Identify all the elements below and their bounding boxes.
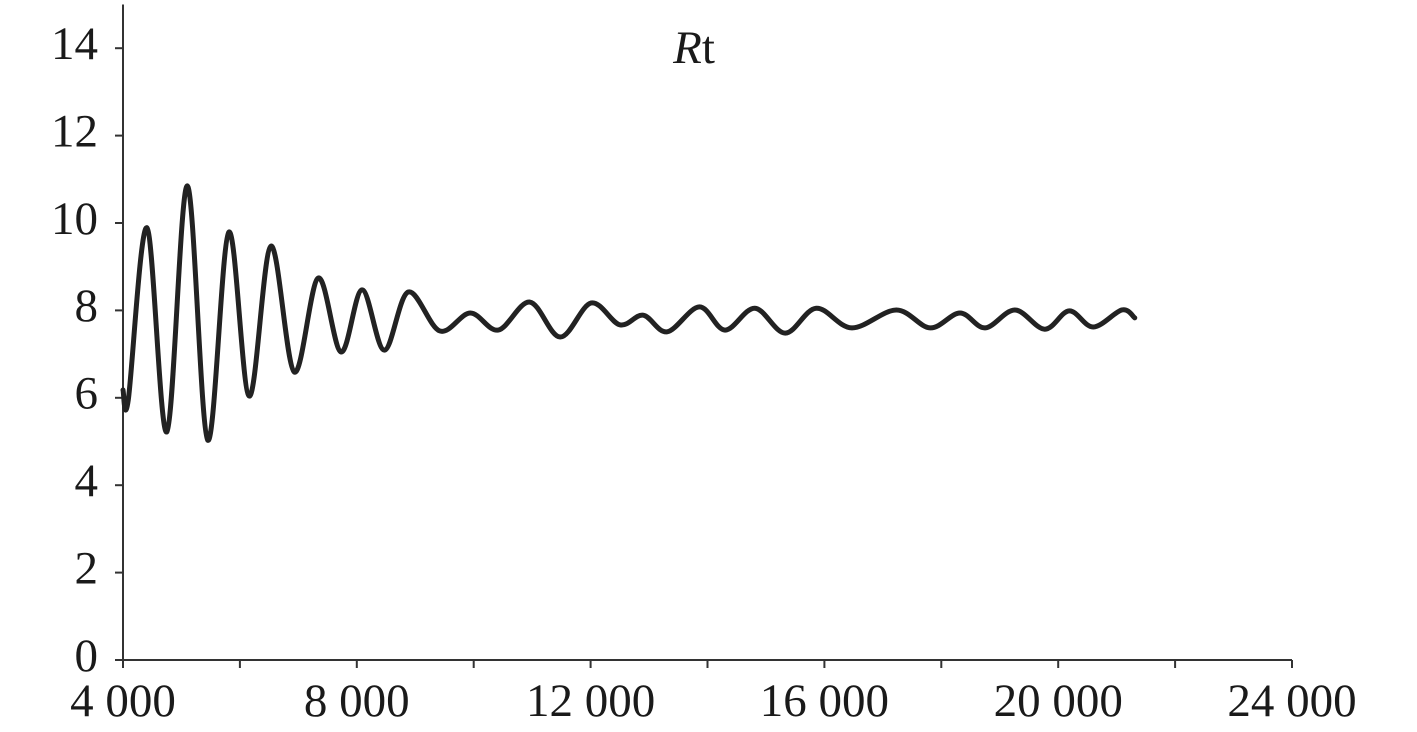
y-tick-label: 10 xyxy=(51,193,98,245)
data-line xyxy=(120,183,1138,443)
x-tick-label: 12 000 xyxy=(526,675,655,727)
x-tick-label: 8 000 xyxy=(304,675,410,727)
y-tick-label: 6 xyxy=(75,368,99,420)
y-tick-label: 4 xyxy=(75,455,99,507)
x-tick-label: 20 000 xyxy=(994,675,1123,727)
x-tick-label: 4 000 xyxy=(70,675,176,727)
y-tick-label: 2 xyxy=(75,542,99,594)
y-tick-label: 14 xyxy=(51,18,98,70)
y-tick-label: 0 xyxy=(75,630,99,682)
chart-title: Rt xyxy=(672,22,715,74)
y-tick-label: 8 xyxy=(75,280,99,332)
y-tick-label: 12 xyxy=(51,105,98,157)
x-tick-label: 16 000 xyxy=(760,675,889,727)
x-tick-label: 24 000 xyxy=(1227,675,1356,727)
